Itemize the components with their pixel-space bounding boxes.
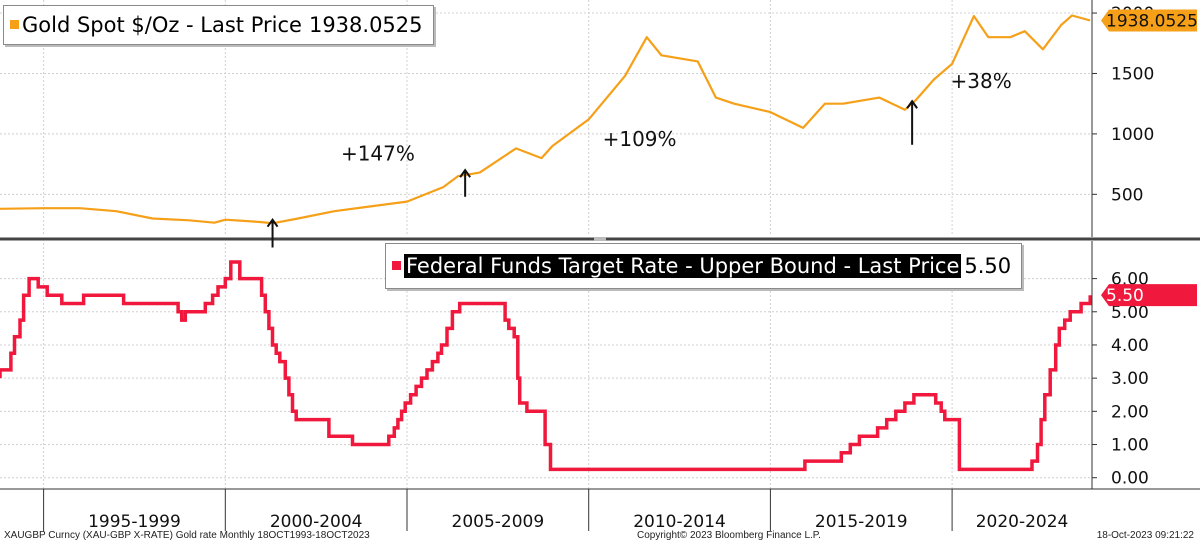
gold-last-value-tag-text: 1938.0525 (1106, 12, 1198, 32)
fed-last-value-tag-text: 5.50 (1106, 286, 1144, 306)
x-tick-label: 1995-1999 (88, 512, 181, 532)
up-arrow-head-icon (459, 168, 471, 178)
gain-annotation: +109% (603, 127, 677, 151)
gold-y-tick-label: 1000 (1111, 125, 1154, 145)
gold-y-tick-label: 500 (1111, 185, 1143, 205)
up-arrow-head-icon (266, 217, 279, 228)
fed-last-value-tag-shape (1101, 284, 1197, 307)
fed-y-tick-label: 1.00 (1111, 436, 1149, 456)
fed-legend-value: 5.50 (964, 254, 1012, 278)
panel-splitter-handle (594, 237, 606, 241)
fed-rate-line (0, 260, 1092, 472)
x-tick-label: 2005-2009 (452, 512, 545, 532)
fed-y-tick-label: 0.00 (1111, 469, 1149, 489)
fed-legend: Federal Funds Target Rate - Upper Bound … (385, 243, 1023, 289)
up-arrow-head-icon (906, 99, 918, 109)
x-tick-label: 2000-2004 (270, 512, 363, 532)
gold-y-tick-label: 1500 (1111, 64, 1154, 84)
fed-y-axis: 0.001.002.003.004.005.006.00 (1091, 241, 1149, 489)
fed-y-tick-label: 5.00 (1111, 303, 1149, 323)
gold-last-value-tag-shape (1101, 9, 1197, 32)
x-tick-label: 2010-2014 (633, 512, 726, 532)
gold-legend-value: 1938.0525 (308, 13, 423, 37)
gold-legend-swatch (10, 19, 19, 29)
fed-y-tick-label: 2.00 (1111, 402, 1149, 422)
fed-series (0, 260, 1092, 472)
gold-last-value-tag: 1938.0525 (1101, 9, 1198, 32)
gold-annotations: +147% +109% +38% (266, 69, 1012, 248)
gold-y-axis: 500100015002000 (1091, 0, 1154, 237)
footer-source: XAUGBP Curncy (XAU-GBP X-RATE) Gold rate… (4, 530, 370, 541)
x-tick-label: 2020-2024 (976, 512, 1069, 532)
x-axis: 1995-1999 2000-2004 2005-2009 2010-2014 2015… (0, 488, 1200, 532)
x-tick-label: 2015-2019 (815, 512, 908, 532)
fed-y-tick-label: 4.00 (1111, 336, 1149, 356)
gain-annotation: +38% (951, 69, 1012, 93)
last-value-tags: 1938.0525 5.50 (1101, 9, 1198, 307)
fed-last-value-tag: 5.50 (1101, 284, 1197, 307)
footer-timestamp: 18-Oct-2023 09:21:22 (1096, 530, 1194, 541)
footer-copyright: Copyright© 2023 Bloomberg Finance L.P. (637, 530, 821, 541)
gold-legend-label: Gold Spot $/Oz - Last Price (22, 13, 302, 37)
gain-annotation: +147% (341, 141, 415, 165)
fed-y-tick-label: 3.00 (1111, 369, 1149, 389)
gold-legend: Gold Spot $/Oz - Last Price 1938.0525 (3, 5, 434, 45)
fed-legend-swatch (392, 260, 401, 270)
gold-series (0, 14, 1091, 225)
fed-legend-label: Federal Funds Target Rate - Upper Bound … (404, 254, 962, 278)
gold-price-line (0, 14, 1091, 225)
